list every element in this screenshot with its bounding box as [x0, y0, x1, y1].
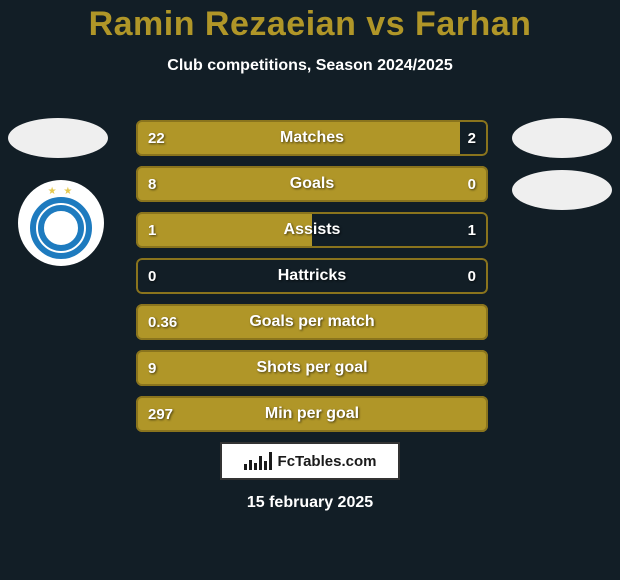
stat-value-left: 0.36: [136, 314, 196, 331]
club-crest: ★ ★: [18, 180, 104, 266]
stat-label: Hattricks: [196, 267, 428, 285]
stat-label: Goals: [196, 175, 428, 193]
stat-value-right: 1: [428, 222, 488, 239]
stat-label: Assists: [196, 221, 428, 239]
player-badge-right-1: [512, 118, 612, 158]
stat-label: Shots per goal: [196, 359, 428, 377]
stat-value-left: 1: [136, 222, 196, 239]
stat-row: 297Min per goal: [136, 396, 488, 432]
stat-row: 8Goals0: [136, 166, 488, 202]
stat-value-left: 297: [136, 406, 196, 423]
subtitle: Club competitions, Season 2024/2025: [0, 57, 620, 75]
stat-row: 1Assists1: [136, 212, 488, 248]
player-badge-right-2: [512, 170, 612, 210]
stat-value-left: 8: [136, 176, 196, 193]
stat-label: Min per goal: [196, 405, 428, 423]
crest-stars-icon: ★ ★: [18, 186, 104, 197]
page-title: Ramin Rezaeian vs Farhan: [0, 6, 620, 43]
stat-label: Goals per match: [196, 313, 428, 331]
stat-value-left: 0: [136, 268, 196, 285]
stat-value-right: 0: [428, 176, 488, 193]
fctables-logo: FcTables.com: [220, 442, 400, 480]
stat-row: 22Matches2: [136, 120, 488, 156]
player-badge-left: [8, 118, 108, 158]
footer-date: 15 february 2025: [0, 494, 620, 512]
stat-row: 9Shots per goal: [136, 350, 488, 386]
stat-row: 0.36Goals per match: [136, 304, 488, 340]
stats-panel: 22Matches28Goals01Assists10Hattricks00.3…: [136, 120, 488, 442]
stat-value-right: 0: [428, 268, 488, 285]
logo-text: FcTables.com: [278, 453, 377, 470]
stat-value-left: 22: [136, 130, 196, 147]
stat-value-left: 9: [136, 360, 196, 377]
crest-ring-icon: [30, 197, 92, 259]
logo-bars-icon: [244, 452, 272, 470]
stat-row: 0Hattricks0: [136, 258, 488, 294]
stat-label: Matches: [196, 129, 428, 147]
stat-value-right: 2: [428, 130, 488, 147]
